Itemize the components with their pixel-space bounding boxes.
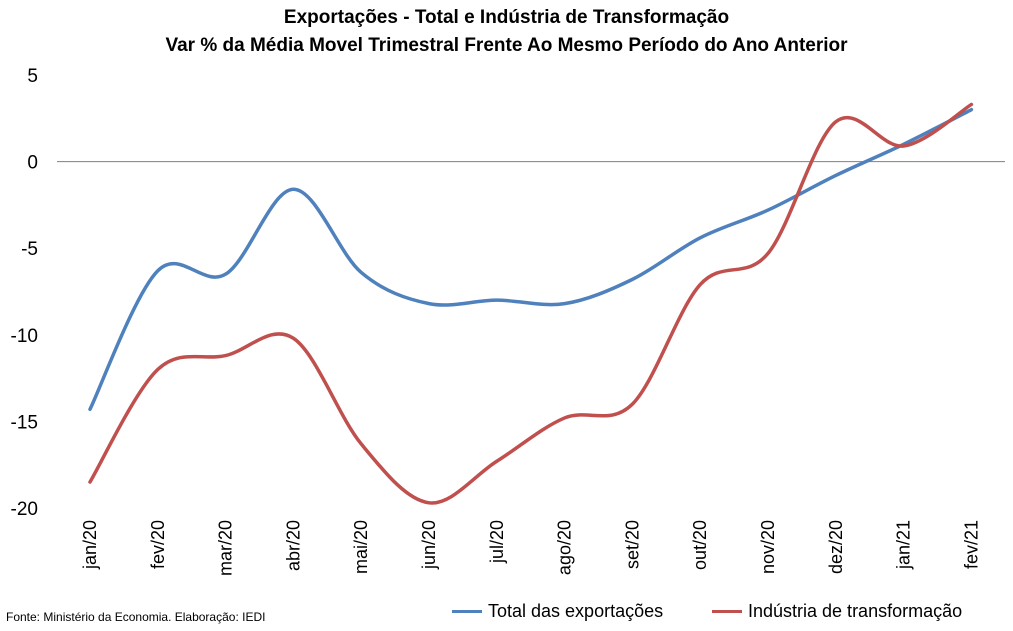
x-tick-label: mar/20 [216, 520, 236, 576]
x-tick-label: abr/20 [283, 520, 303, 571]
legend-label-total: Total das exportações [488, 601, 664, 621]
x-tick-label: jan/20 [80, 520, 100, 570]
source-note: Fonte: Ministério da Economia. Elaboraçã… [6, 610, 266, 624]
legend-item-industria: Indústria de transformação [712, 601, 962, 622]
x-axis: jan/20 fev/20 mar/20 abr/20 mai/20 jun/20 jul/… [57, 161, 1005, 576]
series-line-industria [88, 102, 974, 505]
x-tick-label: ago/20 [555, 520, 575, 575]
chart-title: Exportações - Total e Indústria de Trans… [283, 7, 730, 28]
legend-label-industria: Indústria de transformação [748, 601, 963, 621]
y-tick-label: -15 [11, 412, 38, 433]
x-tick-label: fev/20 [148, 520, 168, 569]
legend-swatch-industria [712, 610, 742, 613]
y-tick-label: 5 [27, 66, 38, 87]
legend-item-total: Total das exportações [452, 601, 663, 622]
x-tick-label: dez/20 [826, 520, 846, 574]
x-tick-label: out/20 [690, 520, 710, 570]
y-tick-label: -10 [11, 326, 38, 347]
x-tick-label: jul/20 [487, 520, 507, 564]
x-tick-label: jun/20 [419, 520, 439, 570]
y-tick-label: 0 [27, 153, 38, 174]
y-tick-label: -5 [21, 239, 38, 260]
chart-subtitle: Var % da Média Movel Trimestral Frente A… [165, 35, 848, 56]
y-tick-label: -20 [11, 499, 38, 520]
legend-swatch-total [452, 610, 482, 613]
series-line-total [88, 107, 974, 412]
x-tick-label: jan/21 [894, 520, 914, 570]
x-tick-label: nov/20 [758, 520, 778, 574]
y-axis: 5 0 -5 -10 -15 -20 [11, 66, 38, 520]
x-tick-label: set/20 [622, 520, 642, 569]
x-tick-label: mai/20 [351, 520, 371, 574]
series-layer [88, 102, 974, 505]
x-tick-label: fev/21 [961, 520, 981, 569]
